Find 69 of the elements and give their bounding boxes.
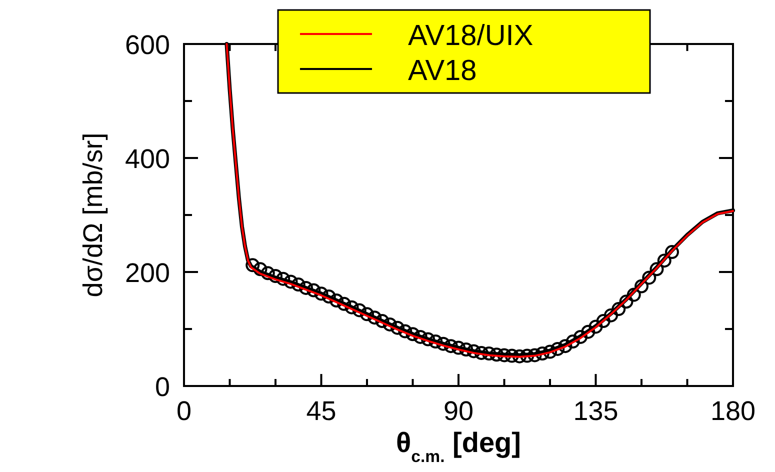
- point: [284, 274, 298, 289]
- point: [436, 336, 450, 351]
- point: [330, 294, 344, 308]
- point: [322, 290, 336, 304]
- y-tick-label: 200: [124, 258, 170, 288]
- point: [444, 339, 458, 354]
- point: [466, 344, 481, 358]
- x-tick-label: 180: [710, 396, 756, 426]
- point: [596, 314, 610, 328]
- y-tick-label: 0: [154, 372, 170, 402]
- point: [604, 308, 618, 322]
- point: [352, 303, 366, 318]
- point: [291, 278, 306, 292]
- point: [459, 342, 474, 357]
- point: [268, 268, 282, 283]
- point: [337, 296, 352, 311]
- point: [558, 339, 572, 354]
- point: [406, 327, 420, 342]
- point: [382, 317, 397, 332]
- point: [482, 346, 496, 361]
- point: [421, 332, 435, 346]
- point: [306, 283, 321, 298]
- point: [665, 245, 679, 260]
- x-axis-title: θ$_{c.m.}$ [deg]: [396, 427, 521, 466]
- point: [550, 342, 565, 356]
- point: [314, 286, 328, 301]
- y-tick-label: 600: [124, 30, 170, 60]
- point: [588, 320, 603, 334]
- point: [344, 300, 359, 314]
- point: [650, 262, 664, 276]
- point: [512, 349, 526, 364]
- point: [626, 288, 641, 302]
- point: [390, 320, 404, 335]
- point: [253, 262, 268, 276]
- point: [413, 330, 428, 344]
- legend-label: AV18: [408, 55, 477, 87]
- point: [520, 348, 534, 363]
- point: [566, 334, 580, 349]
- point: [574, 330, 588, 344]
- point: [657, 254, 672, 268]
- point: [452, 340, 466, 355]
- point: [581, 324, 596, 339]
- point: [398, 324, 412, 338]
- x-tick-label: 45: [306, 396, 336, 426]
- point: [360, 307, 374, 322]
- point: [246, 258, 260, 272]
- point: [474, 346, 488, 360]
- y-axis-title: dσ/dΩ [mb/sr]: [78, 132, 108, 298]
- point: [504, 348, 519, 363]
- point: [260, 266, 275, 280]
- point: [490, 348, 504, 362]
- point: [634, 279, 648, 294]
- point: [619, 294, 634, 309]
- point: [612, 302, 626, 316]
- point: [535, 346, 550, 361]
- point: [497, 348, 512, 362]
- x-tick-label: 90: [443, 396, 474, 426]
- point: [642, 270, 656, 285]
- point: [543, 344, 557, 359]
- point: [428, 334, 443, 349]
- x-tick-label: 135: [573, 396, 618, 426]
- point: [528, 348, 542, 362]
- legend-label: AV18/UIX: [408, 20, 534, 52]
- point: [276, 272, 290, 286]
- point: [368, 310, 382, 325]
- point: [299, 280, 313, 295]
- point: [375, 314, 390, 328]
- x-tick-label: 0: [176, 396, 192, 426]
- y-tick-label: 400: [124, 144, 170, 174]
